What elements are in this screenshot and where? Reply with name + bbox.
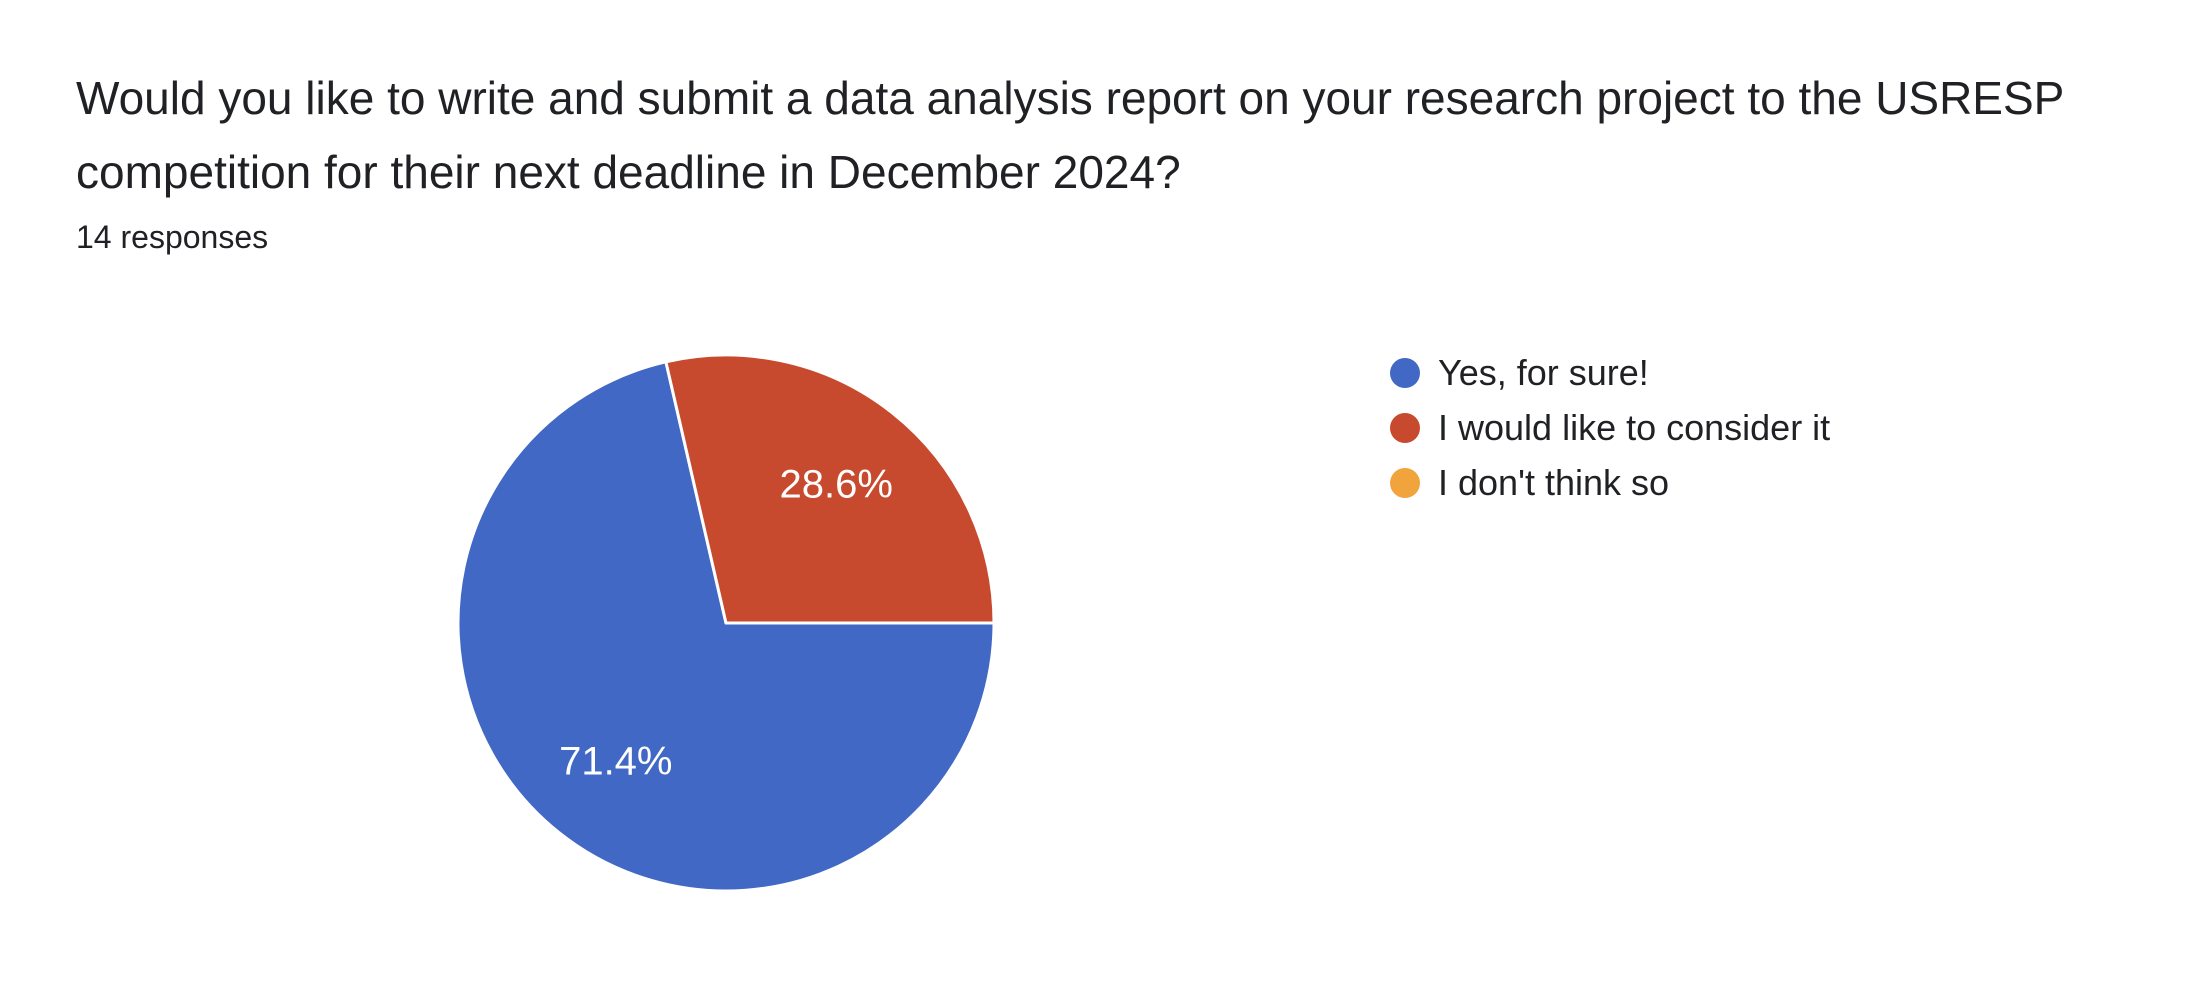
- legend-item: I don't think so: [1390, 455, 1830, 510]
- pie-chart-svg: 71.4% 28.6%: [456, 353, 996, 893]
- legend-swatch-icon: [1390, 467, 1420, 498]
- question-title-line: competition for their next deadline in D…: [76, 146, 1181, 198]
- question-title: Would you like to write and submit a dat…: [76, 61, 2156, 209]
- legend-item: I would like to consider it: [1390, 400, 1830, 455]
- pie-slice-0[interactable]: [456, 360, 996, 893]
- legend-swatch-icon: [1390, 412, 1420, 443]
- pie-slice-percent-label: 71.4%: [559, 739, 672, 783]
- legend-label: Yes, for sure!: [1438, 352, 1649, 393]
- legend-item: Yes, for sure!: [1390, 345, 1830, 400]
- responses-count: 14 responses: [76, 219, 269, 255]
- pie-chart: 71.4% 28.6%: [456, 353, 996, 893]
- pie-slice-percent-label: 28.6%: [779, 463, 892, 507]
- pie-slice-1[interactable]: [664, 353, 996, 625]
- legend-swatch-icon: [1390, 357, 1420, 388]
- legend-label: I don't think so: [1438, 462, 1670, 503]
- question-title-line: Would you like to write and submit a dat…: [76, 72, 2065, 124]
- chart-legend: Yes, for sure! I would like to consider i…: [1390, 345, 1830, 510]
- legend-label: I would like to consider it: [1438, 407, 1831, 448]
